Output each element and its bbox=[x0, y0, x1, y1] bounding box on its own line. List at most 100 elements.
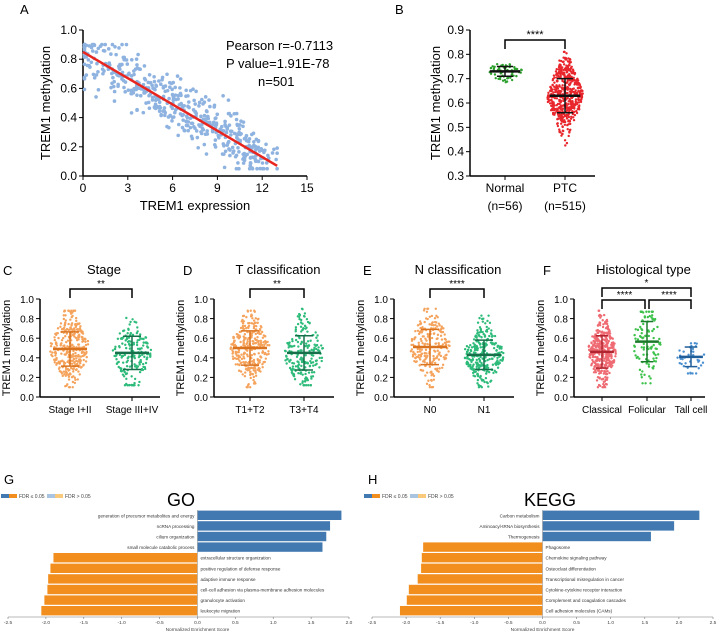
data-point bbox=[239, 370, 243, 373]
data-point bbox=[318, 356, 321, 360]
data-point bbox=[267, 350, 270, 353]
data-point bbox=[640, 373, 643, 376]
data-point bbox=[549, 108, 553, 112]
data-point bbox=[503, 78, 507, 82]
data-point bbox=[697, 359, 701, 362]
x-tick-label: 0.0 bbox=[194, 620, 201, 626]
data-point bbox=[235, 332, 239, 336]
data-point bbox=[434, 323, 437, 327]
data-point bbox=[103, 42, 108, 47]
data-point bbox=[247, 137, 252, 141]
y-tick-label: 0.2 bbox=[20, 373, 34, 384]
data-point bbox=[71, 353, 75, 356]
data-point bbox=[658, 337, 661, 341]
data-point bbox=[311, 361, 315, 364]
data-point bbox=[416, 350, 419, 354]
data-point bbox=[111, 349, 115, 352]
data-point bbox=[77, 355, 80, 358]
data-point bbox=[239, 119, 243, 123]
data-point bbox=[410, 339, 414, 342]
data-point bbox=[228, 148, 232, 152]
data-point bbox=[682, 365, 686, 368]
data-point bbox=[553, 113, 556, 116]
data-point bbox=[71, 386, 74, 389]
data-point bbox=[74, 336, 78, 339]
data-point bbox=[293, 377, 297, 381]
data-point bbox=[430, 336, 434, 340]
data-point bbox=[597, 342, 600, 346]
data-point bbox=[127, 327, 130, 331]
data-point bbox=[241, 324, 245, 328]
data-point bbox=[320, 344, 323, 347]
data-point bbox=[691, 372, 694, 375]
data-point bbox=[298, 317, 301, 321]
data-point bbox=[263, 343, 266, 347]
data-point bbox=[648, 375, 651, 378]
data-point bbox=[289, 344, 292, 348]
data-point bbox=[419, 337, 423, 341]
data-point bbox=[552, 102, 555, 105]
data-point bbox=[247, 322, 250, 325]
data-point bbox=[652, 336, 655, 340]
data-point bbox=[225, 143, 230, 147]
data-point bbox=[489, 72, 493, 75]
data-point bbox=[79, 359, 82, 362]
data-point bbox=[152, 87, 156, 91]
data-point bbox=[414, 360, 418, 364]
data-point bbox=[476, 361, 479, 364]
data-point bbox=[64, 334, 67, 338]
data-point bbox=[314, 331, 317, 334]
data-point bbox=[678, 361, 681, 365]
data-point bbox=[217, 135, 221, 140]
legend-swatch bbox=[364, 494, 372, 498]
data-point bbox=[150, 83, 154, 88]
data-point bbox=[577, 96, 580, 99]
data-point bbox=[201, 128, 206, 132]
data-point bbox=[251, 155, 256, 160]
data-point bbox=[69, 366, 73, 370]
data-point bbox=[428, 386, 432, 389]
data-point bbox=[652, 327, 656, 331]
bar bbox=[399, 606, 543, 616]
legend-swatch bbox=[9, 494, 17, 498]
data-point bbox=[560, 104, 564, 107]
data-point bbox=[316, 339, 319, 342]
data-point bbox=[193, 102, 198, 106]
data-point bbox=[100, 67, 105, 71]
data-point bbox=[653, 359, 656, 363]
data-point bbox=[235, 357, 238, 361]
y-tick-label: 0.8 bbox=[194, 315, 208, 326]
data-point bbox=[305, 326, 308, 329]
data-point bbox=[496, 366, 500, 369]
data-point bbox=[96, 69, 100, 74]
data-point bbox=[299, 325, 303, 328]
data-point bbox=[575, 111, 579, 115]
data-point bbox=[310, 371, 314, 374]
data-point bbox=[130, 375, 133, 378]
data-point bbox=[129, 320, 132, 324]
data-point bbox=[252, 375, 256, 379]
data-point bbox=[255, 166, 259, 171]
data-point bbox=[208, 104, 212, 109]
data-point bbox=[67, 378, 71, 381]
data-point bbox=[607, 339, 611, 343]
data-point bbox=[412, 350, 415, 354]
data-point bbox=[75, 357, 78, 360]
data-point bbox=[73, 329, 76, 332]
legend-label: FDR > 0.05 bbox=[428, 494, 454, 500]
data-point bbox=[59, 325, 62, 329]
group-n-label: (n=515) bbox=[544, 199, 586, 213]
data-point bbox=[418, 347, 422, 351]
data-point bbox=[658, 341, 662, 344]
data-point bbox=[77, 338, 80, 341]
data-point bbox=[113, 45, 117, 49]
data-point bbox=[247, 324, 251, 328]
data-point bbox=[614, 355, 617, 358]
data-point bbox=[73, 332, 76, 335]
data-point bbox=[433, 317, 437, 320]
data-point bbox=[575, 109, 578, 113]
data-point bbox=[261, 363, 264, 366]
data-point bbox=[92, 76, 97, 80]
data-point bbox=[570, 88, 573, 91]
data-point bbox=[115, 358, 118, 361]
